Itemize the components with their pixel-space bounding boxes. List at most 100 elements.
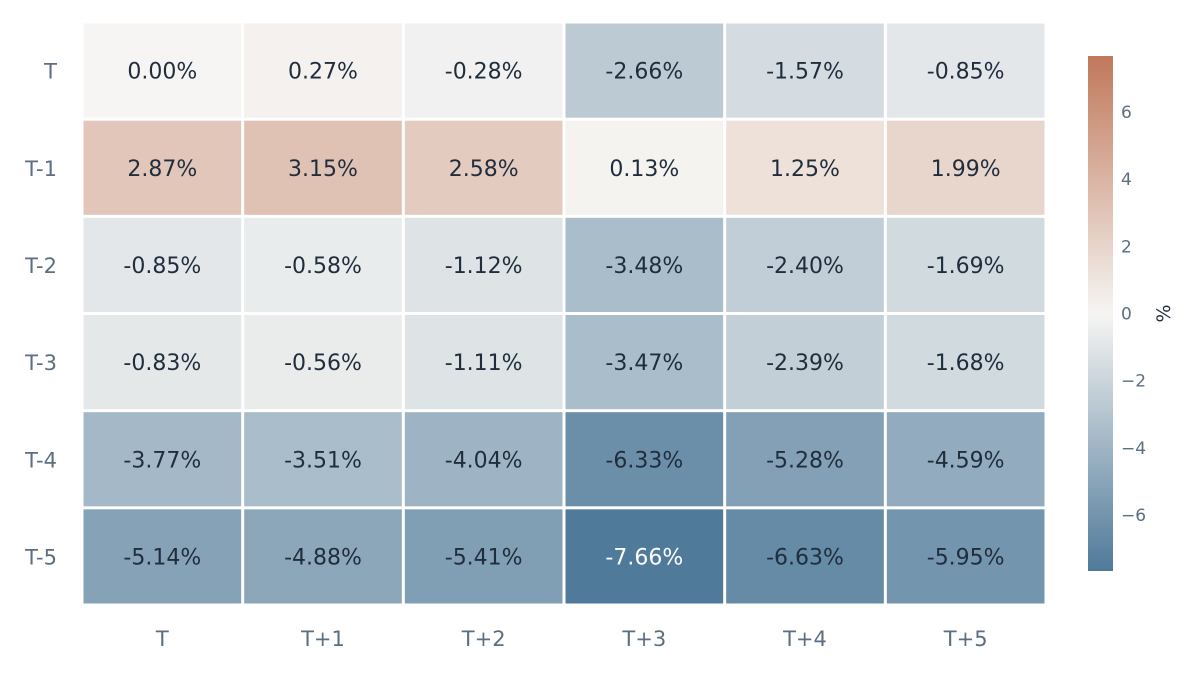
heatmap-cell [565, 509, 724, 604]
heatmap-cell [404, 120, 563, 215]
heatmap-cell [565, 412, 724, 507]
cell-value-label: 2.58% [449, 157, 519, 182]
cell-value-label: -5.14% [123, 545, 201, 570]
heatmap-cell [404, 412, 563, 507]
colorbar-gradient [1088, 56, 1113, 571]
x-tick-label: T+4 [782, 627, 827, 651]
heatmap-cell [83, 217, 242, 312]
cell-value-label: -4.04% [445, 448, 523, 473]
heatmap-cell [83, 315, 242, 410]
cell-value-label: 2.87% [127, 157, 197, 182]
heatmap-cell [404, 315, 563, 410]
y-tick-label: T [43, 60, 57, 84]
colorbar-tick-label: 6 [1121, 103, 1132, 123]
cell-value-label: -2.39% [766, 351, 844, 376]
cell-value-label: 0.27% [288, 60, 358, 85]
cell-value-label: -0.83% [123, 351, 201, 376]
heatmap-cell [404, 217, 563, 312]
colorbar-tick-label: −2 [1121, 372, 1146, 392]
colorbar-title: % [1153, 304, 1175, 322]
cell-value-label: -1.69% [927, 254, 1005, 279]
heatmap-cell [886, 120, 1045, 215]
heatmap-cell [726, 23, 884, 118]
cell-value-label: 0.13% [609, 157, 679, 182]
heatmap-cell [726, 509, 884, 604]
heatmap-cell [244, 23, 402, 118]
cell-value-label: -4.59% [927, 448, 1005, 473]
y-tick-label: T-2 [24, 254, 57, 278]
colorbar-tick-label: 4 [1121, 170, 1132, 190]
cell-value-label: -7.66% [605, 545, 683, 570]
heatmap-cell [565, 23, 724, 118]
heatmap-cell [565, 315, 724, 410]
x-tick-label: T+5 [943, 627, 988, 651]
x-axis-labels: T T+1 T+2 T+3 T+4 T+5 [155, 627, 988, 651]
y-tick-label: T-1 [24, 157, 57, 181]
heatmap-cell [83, 509, 242, 604]
cell-value-label: -4.88% [284, 545, 362, 570]
y-tick-label: T-3 [24, 351, 57, 375]
heatmap-cell [886, 315, 1045, 410]
cell-value-label: -1.12% [445, 254, 523, 279]
heatmap-cell [404, 23, 563, 118]
heatmap-cell [83, 23, 242, 118]
cell-value-label: -2.66% [605, 60, 683, 85]
cell-value-label: -2.40% [766, 254, 844, 279]
heatmap-cell [244, 412, 402, 507]
x-tick-label: T+1 [300, 627, 345, 651]
colorbar-tick-label: 2 [1121, 237, 1132, 257]
heatmap-cells: 0.00% 0.27% -0.28% -2.66% -1.57% -0.85% 2.87% 3… [83, 23, 1045, 604]
heatmap-cell [726, 120, 884, 215]
cell-value-label: -3.77% [123, 448, 201, 473]
cell-value-label: -0.85% [927, 60, 1005, 85]
x-tick-label: T+3 [621, 627, 666, 651]
x-tick-label: T [155, 627, 169, 651]
y-tick-label: T-5 [24, 545, 57, 569]
cell-value-label: -6.63% [766, 545, 844, 570]
heatmap-cell [244, 509, 402, 604]
heatmap-cell [886, 217, 1045, 312]
cell-value-label: -3.47% [605, 351, 683, 376]
cell-value-label: -5.95% [927, 545, 1005, 570]
cell-value-label: 3.15% [288, 157, 358, 182]
cell-value-label: -3.51% [284, 448, 362, 473]
heatmap-cell [244, 217, 402, 312]
heatmap-cell [565, 120, 724, 215]
heatmap-cell [244, 120, 402, 215]
cell-value-label: -0.58% [284, 254, 362, 279]
heatmap-cell [83, 412, 242, 507]
cell-value-label: -0.56% [284, 351, 362, 376]
heatmap-cell [886, 412, 1045, 507]
heatmap-cell [886, 23, 1045, 118]
cell-value-label: -1.68% [927, 351, 1005, 376]
heatmap-cell [726, 217, 884, 312]
cell-value-label: -5.41% [445, 545, 523, 570]
heatmap-cell [726, 412, 884, 507]
colorbar: −6 −4 −2 0 2 4 6 % [1088, 56, 1175, 571]
heatmap-cell [83, 120, 242, 215]
y-axis-labels: T T-1 T-2 T-3 T-4 T-5 [24, 60, 57, 570]
heatmap-cell [244, 315, 402, 410]
cell-value-label: -1.57% [766, 60, 844, 85]
heatmap-cell [886, 509, 1045, 604]
y-tick-label: T-4 [24, 448, 57, 472]
cell-value-label: 1.99% [931, 157, 1001, 182]
colorbar-tick-label: 0 [1121, 305, 1132, 325]
cell-value-label: -6.33% [605, 448, 683, 473]
cell-value-label: 0.00% [127, 60, 197, 85]
colorbar-ticks: −6 −4 −2 0 2 4 6 [1121, 103, 1146, 526]
heatmap-cell [565, 217, 724, 312]
cell-value-label: -1.11% [445, 351, 523, 376]
colorbar-tick-label: −6 [1121, 506, 1146, 526]
cell-value-label: -0.28% [445, 60, 523, 85]
cell-value-label: -0.85% [123, 254, 201, 279]
cell-value-label: -3.48% [605, 254, 683, 279]
cell-value-label: -5.28% [766, 448, 844, 473]
heatmap-cell [726, 315, 884, 410]
heatmap-cell [404, 509, 563, 604]
cell-value-label: 1.25% [770, 157, 840, 182]
colorbar-tick-label: −4 [1121, 439, 1146, 459]
x-tick-label: T+2 [461, 627, 506, 651]
